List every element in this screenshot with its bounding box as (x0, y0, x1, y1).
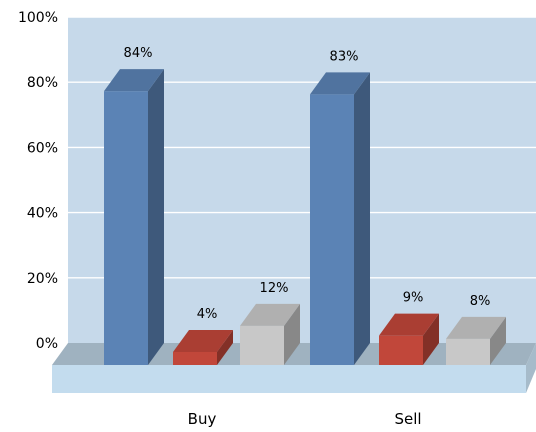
bar (104, 69, 164, 365)
x-category-label: Sell (394, 410, 421, 428)
bar-top-face (310, 72, 370, 95)
bar-top-face (173, 329, 233, 352)
bar-side-face (490, 316, 506, 365)
bar-top-face (240, 303, 300, 326)
y-tick-label: 0% (36, 336, 58, 352)
bar (379, 313, 439, 365)
bar-front-face (310, 94, 354, 366)
bar (240, 303, 300, 365)
bar-side-face (217, 329, 233, 365)
data-label: 83% (330, 49, 359, 64)
y-tick-label: 60% (27, 140, 58, 156)
bar-front-face (240, 325, 284, 365)
data-label: 4% (197, 307, 218, 322)
bar-front-face (446, 338, 490, 365)
bar (310, 72, 370, 366)
y-tick-label: 20% (27, 271, 58, 287)
y-tick-label: 40% (27, 206, 58, 222)
bar-top-face (446, 316, 506, 339)
bar-side-face (284, 303, 300, 365)
x-category-label: Buy (188, 410, 217, 428)
plot-floor-front (52, 365, 526, 393)
data-label: 8% (470, 294, 491, 309)
data-label: 9% (403, 291, 424, 306)
bar-front-face (104, 91, 148, 365)
bar-top-face (379, 313, 439, 336)
data-label: 12% (260, 281, 289, 296)
bar-side-face (423, 313, 439, 365)
y-tick-label: 100% (18, 10, 58, 26)
bar-top-face (104, 69, 164, 92)
bar-side-face (148, 69, 164, 365)
bar-front-face (379, 335, 423, 365)
bar (446, 316, 506, 365)
bar-front-face (173, 351, 217, 365)
data-label: 84% (124, 46, 153, 61)
y-tick-label: 80% (27, 75, 58, 91)
bar-side-face (354, 72, 370, 366)
bar (173, 329, 233, 365)
plot-floor-side (526, 343, 536, 393)
